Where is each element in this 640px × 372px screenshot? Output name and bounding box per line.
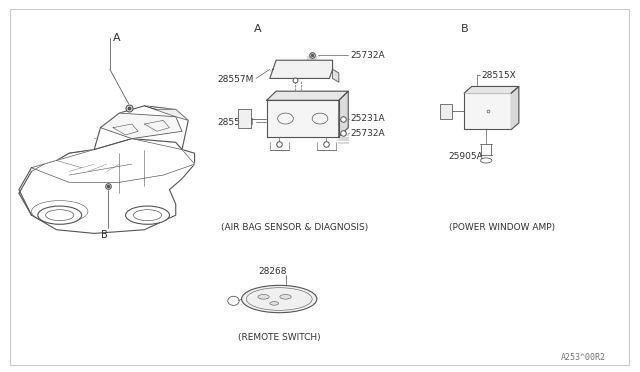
Text: 25231A: 25231A [350, 114, 385, 123]
Polygon shape [267, 91, 348, 100]
Text: B: B [102, 230, 108, 240]
FancyBboxPatch shape [440, 104, 452, 119]
Ellipse shape [241, 285, 317, 313]
Text: 25732A: 25732A [350, 129, 385, 138]
Text: (REMOTE SWITCH): (REMOTE SWITCH) [238, 333, 321, 342]
Ellipse shape [481, 158, 492, 163]
Ellipse shape [280, 295, 291, 299]
FancyBboxPatch shape [239, 109, 251, 128]
Polygon shape [19, 139, 195, 233]
Polygon shape [267, 100, 339, 137]
Text: 28556M: 28556M [218, 118, 254, 127]
Text: A: A [254, 24, 262, 34]
Ellipse shape [258, 295, 269, 299]
Polygon shape [464, 86, 519, 93]
Text: 28557M: 28557M [218, 75, 254, 84]
Text: B: B [461, 24, 468, 34]
Polygon shape [339, 91, 348, 137]
Polygon shape [113, 124, 138, 135]
Polygon shape [31, 139, 195, 182]
Text: 25905A: 25905A [449, 153, 483, 161]
FancyBboxPatch shape [464, 93, 511, 129]
Text: A253^00R2: A253^00R2 [561, 353, 606, 362]
Ellipse shape [125, 206, 170, 224]
Text: (POWER WINDOW AMP): (POWER WINDOW AMP) [449, 224, 555, 232]
Polygon shape [145, 106, 188, 121]
Text: A: A [113, 33, 121, 44]
Text: (AIR BAG SENSOR & DIAGNOSIS): (AIR BAG SENSOR & DIAGNOSIS) [221, 224, 369, 232]
Ellipse shape [270, 302, 278, 305]
Polygon shape [100, 113, 182, 139]
Text: 25732A: 25732A [350, 51, 385, 60]
Text: 28268: 28268 [259, 267, 287, 276]
Polygon shape [94, 106, 188, 150]
Polygon shape [145, 121, 170, 131]
Ellipse shape [38, 206, 82, 224]
Text: 28515X: 28515X [481, 71, 516, 80]
Polygon shape [333, 69, 339, 82]
Polygon shape [270, 60, 333, 78]
Polygon shape [511, 86, 519, 129]
